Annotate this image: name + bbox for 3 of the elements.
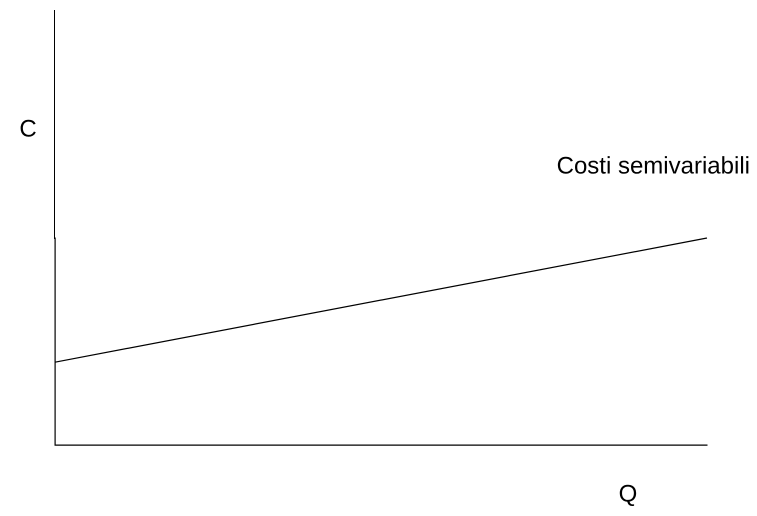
- text: Costi semivariabili: [556, 152, 750, 180]
- text: Q: [618, 480, 638, 508]
- y-axis-title: C: [19, 116, 37, 143]
